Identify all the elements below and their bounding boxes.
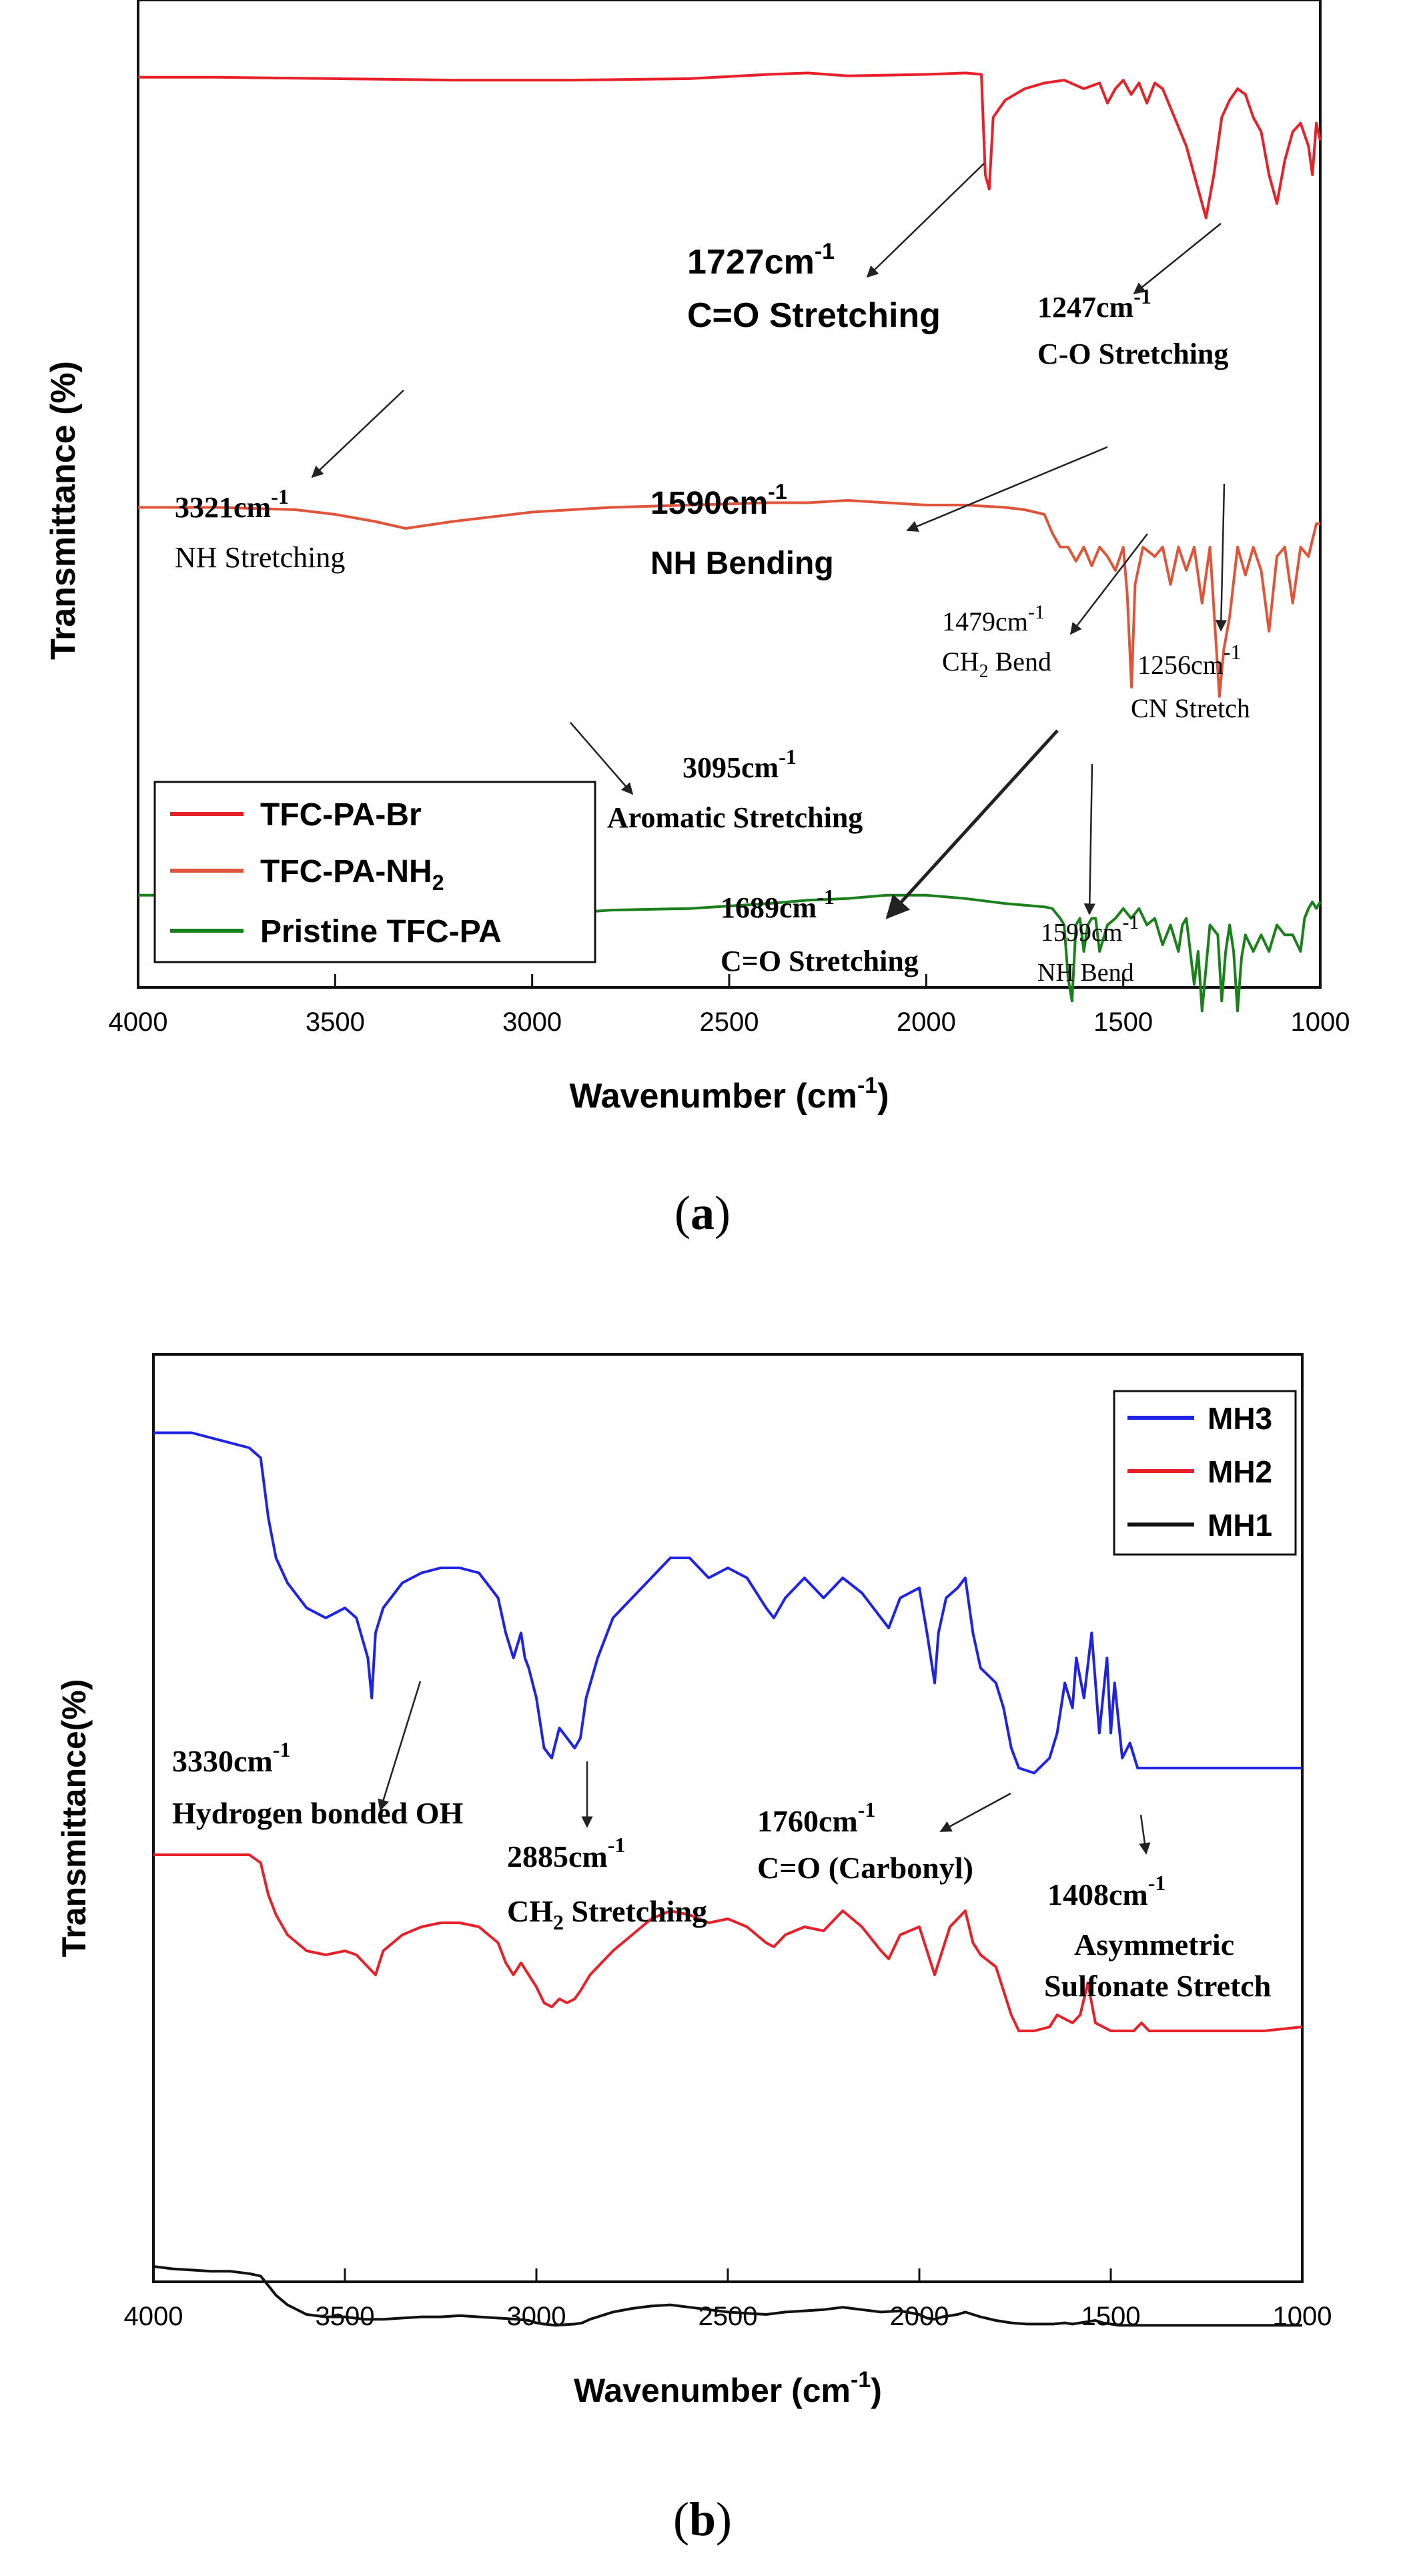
panel-b-legend: MH3 MH2 MH1 bbox=[1113, 1390, 1297, 1556]
legend-label-pristine-tfc-pa: Pristine TFC-PA bbox=[260, 914, 502, 949]
panel-b-x-axis-label: Wavenumber (cm-1) bbox=[574, 2367, 882, 2409]
annotation-3330: 3330cm-1 bbox=[172, 1737, 290, 1778]
x-tick-label-2500: 2500 bbox=[698, 2302, 758, 2331]
annotation-1256-label: CN Stretch bbox=[1131, 693, 1250, 723]
x-tick-label-1500: 1500 bbox=[1081, 2302, 1141, 2331]
annotation-arrow-1760 bbox=[939, 1792, 1011, 1833]
annotation-1689-label: C=O Stretching bbox=[721, 945, 919, 977]
annotation-1599: 1599cm-1 bbox=[1041, 911, 1139, 947]
annotation-2885-label: CH2 Stretching bbox=[507, 1894, 707, 1934]
annotation-1408-label: Asymmetric bbox=[1074, 1927, 1234, 1962]
series-line-mh3 bbox=[153, 1431, 1302, 1775]
annotation-arrow-1599 bbox=[1083, 763, 1096, 915]
annotation-1760: 1760cm-1 bbox=[757, 1797, 875, 1838]
panel-b-series bbox=[153, 1431, 1303, 2327]
panel-a-legend: TFC-PA-Br TFC-PA-NH2 Pristine TFC-PA bbox=[153, 781, 596, 963]
panel-b-annotations: 3330cm-1 Hydrogen bonded OH 2885cm-1 CH2… bbox=[172, 1681, 1271, 2003]
x-tick-label-3000: 3000 bbox=[507, 2302, 566, 2331]
panel-a-y-axis-label: Transmittance (%) bbox=[44, 361, 83, 660]
panel-a: 4000 3500 3000 2500 2000 1500 1000 1727cm-1 C=… bbox=[44, 0, 1350, 1240]
panel-b-caption: (b) bbox=[673, 2493, 732, 2546]
annotation-arrow-1256 bbox=[1215, 483, 1228, 632]
annotation-arrow-1689 bbox=[885, 729, 1059, 919]
annotation-2885: 2885cm-1 bbox=[507, 1833, 625, 1873]
series-line-pristine-tfc-pa bbox=[138, 893, 1322, 1013]
annotation-1599-label: NH Bend bbox=[1037, 959, 1134, 987]
annotation-arrow-3330 bbox=[378, 1681, 422, 1811]
legend-label-mh1: MH1 bbox=[1208, 1508, 1272, 1543]
panel-a-x-axis: 4000 3500 3000 2500 2000 1500 1000 bbox=[109, 974, 1350, 1037]
annotation-1479-label: CH2 Bend bbox=[942, 647, 1051, 682]
series-line-mh1 bbox=[153, 2265, 1302, 2327]
panel-b-plot-frame bbox=[152, 1353, 1304, 2283]
x-tick-label-2500: 2500 bbox=[700, 1007, 759, 1037]
x-tick-label-3000: 3000 bbox=[502, 1007, 562, 1037]
panel-a-series bbox=[138, 71, 1322, 1013]
panel-a-caption: (a) bbox=[674, 1186, 731, 1240]
annotation-arrow-3321 bbox=[311, 390, 404, 478]
annotation-arrow-1479 bbox=[1069, 533, 1148, 635]
annotation-1247: 1247cm-1 bbox=[1037, 284, 1151, 324]
panel-a-annotations: 1727cm-1 C=O Stretching 1247cm-1 C-O Str… bbox=[175, 163, 1250, 987]
series-line-mh2 bbox=[153, 1853, 1303, 2032]
legend-label-mh2: MH2 bbox=[1208, 1454, 1272, 1489]
annotation-3321-label: NH Stretching bbox=[175, 541, 345, 574]
series-line-tfc-pa-nh2 bbox=[138, 499, 1320, 698]
annotation-1479: 1479cm-1 bbox=[942, 601, 1045, 636]
x-tick-label-4000: 4000 bbox=[109, 1007, 168, 1037]
panel-a-x-axis-label: Wavenumber (cm-1) bbox=[569, 1073, 889, 1116]
annotation-1408-label-2: Sulfonate Stretch bbox=[1044, 1969, 1271, 2003]
annotation-3321: 3321cm-1 bbox=[175, 484, 289, 524]
x-tick-label-1000: 1000 bbox=[1273, 2302, 1332, 2331]
legend-label-tfc-pa-br: TFC-PA-Br bbox=[260, 797, 422, 833]
x-tick-label-4000: 4000 bbox=[124, 2302, 183, 2331]
series-line-tfc-pa-br bbox=[138, 71, 1322, 220]
annotation-1408: 1408cm-1 bbox=[1047, 1871, 1165, 1911]
panel-b: 4000 3500 3000 2500 2000 1500 1000 MH3 MH2 MH1… bbox=[55, 1353, 1332, 2546]
x-tick-label-3500: 3500 bbox=[306, 1007, 365, 1037]
annotation-1590: 1590cm-1 bbox=[650, 480, 787, 521]
legend-label-mh3: MH3 bbox=[1208, 1401, 1272, 1436]
x-tick-label-1500: 1500 bbox=[1093, 1007, 1153, 1037]
annotation-1689: 1689cm-1 bbox=[721, 885, 835, 924]
x-tick-label-1000: 1000 bbox=[1291, 1007, 1350, 1037]
annotation-3095-label: Aromatic Stretching bbox=[607, 801, 863, 834]
legend-label-tfc-pa-nh2: TFC-PA-NH2 bbox=[260, 854, 444, 895]
annotation-3095: 3095cm-1 bbox=[682, 745, 797, 784]
annotation-1760-label: C=O (Carbonyl) bbox=[757, 1851, 973, 1885]
annotation-arrow-1590 bbox=[906, 446, 1108, 532]
annotation-arrow-1247 bbox=[1133, 223, 1222, 295]
annotation-arrow-3095 bbox=[570, 722, 634, 795]
annotation-arrow-1727 bbox=[866, 163, 985, 278]
annotation-1590-label: NH Bending bbox=[650, 546, 834, 581]
annotation-arrow-1408 bbox=[1139, 1814, 1151, 1855]
annotation-1256: 1256cm-1 bbox=[1137, 640, 1242, 680]
annotation-3330-label: Hydrogen bonded OH bbox=[172, 1796, 463, 1830]
annotation-1727-label: C=O Stretching bbox=[687, 296, 941, 335]
annotation-1727: 1727cm-1 bbox=[687, 239, 835, 282]
panel-b-y-axis-label: Transmittance(%) bbox=[55, 1679, 93, 1958]
annotation-1247-label: C-O Stretching bbox=[1037, 338, 1228, 370]
x-tick-label-2000: 2000 bbox=[897, 1007, 956, 1037]
